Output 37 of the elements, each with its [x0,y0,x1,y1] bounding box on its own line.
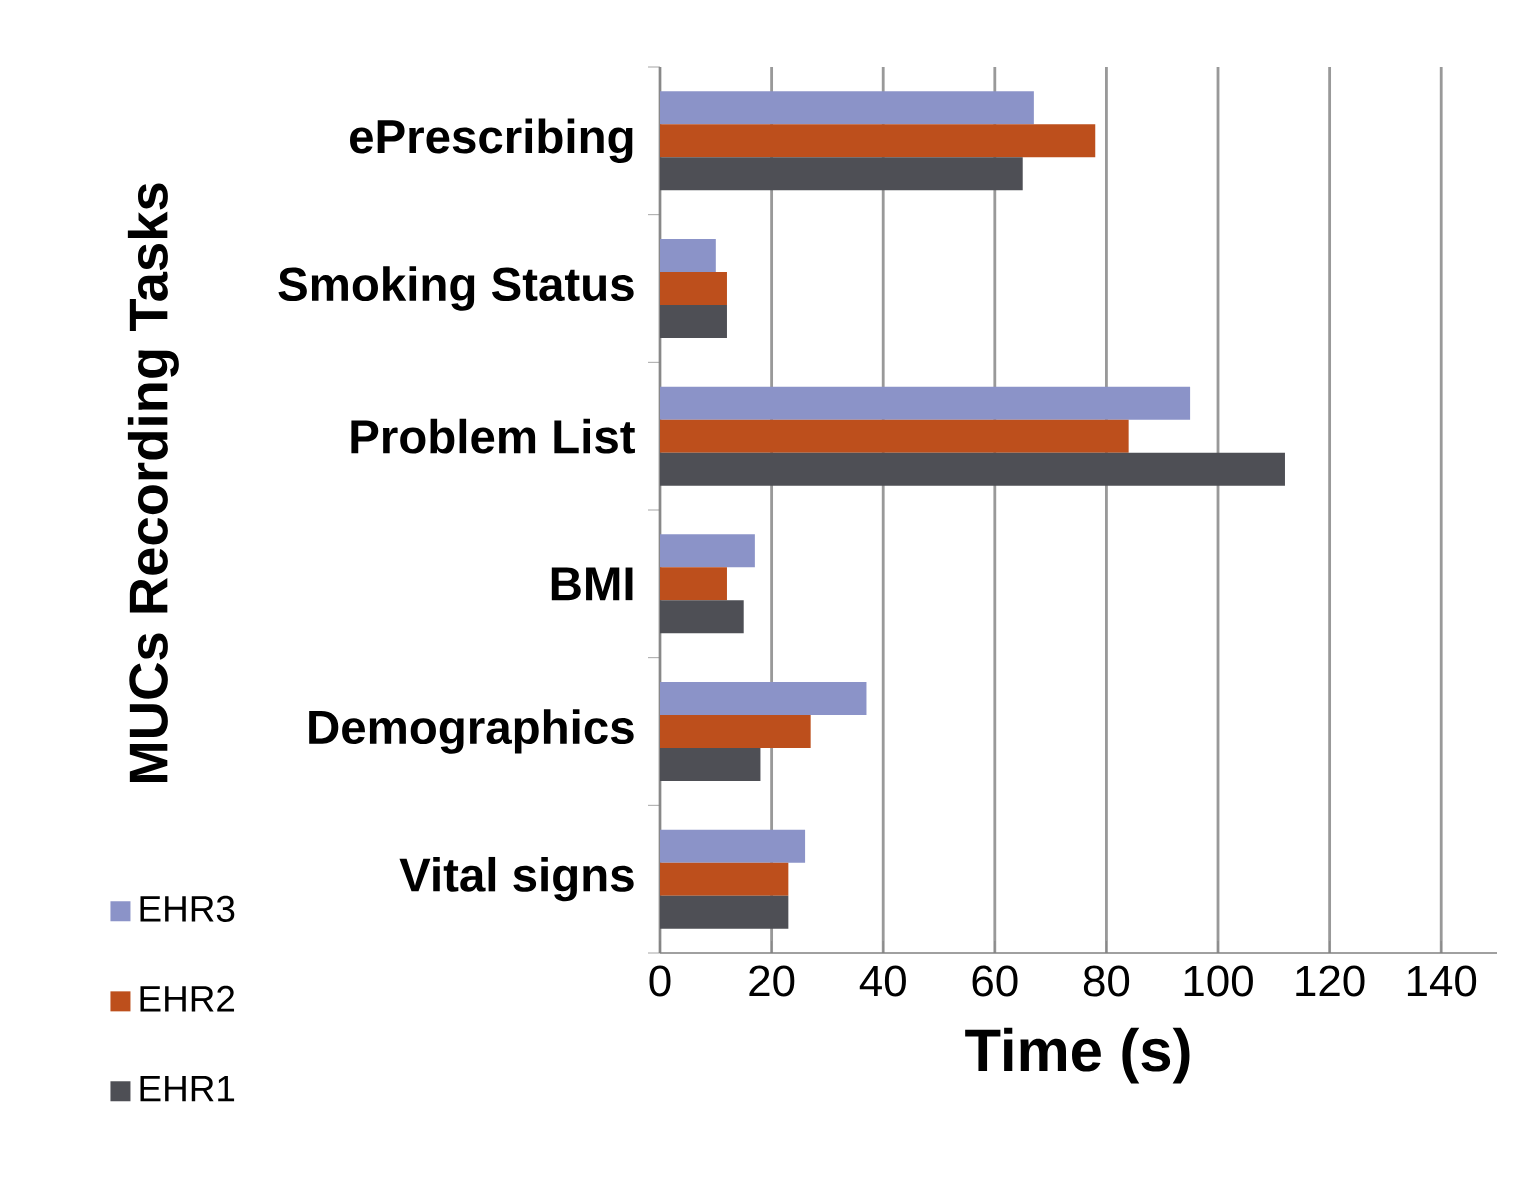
legend-label: EHR2 [140,985,235,1012]
bar [660,748,761,782]
bar [660,682,867,716]
y-tick-label: Vital signs [399,856,634,902]
bar [660,534,755,568]
bar [660,715,811,749]
x-tick-label: 0 [649,965,671,997]
x-tick-label: 60 [972,965,1018,997]
x-tick-label: 40 [859,965,906,997]
legend-label: EHR3 [140,895,235,922]
x-axis-title: Time (s) [965,1027,1190,1084]
y-tick-label: BMI [551,567,633,601]
y-tick-label: Smoking Status [278,266,634,311]
bar [660,862,789,896]
x-tick-label: 20 [749,965,795,997]
bar [660,157,1023,191]
bar [660,829,806,863]
bar [660,272,727,305]
bar [660,91,1034,125]
x-tick-label: 120 [1296,965,1365,997]
x-tick-label: 100 [1184,965,1253,997]
bar [660,452,1285,486]
bar [660,567,727,601]
bar [660,895,789,929]
bar [660,419,1129,453]
bar [660,239,716,273]
x-tick-label: 140 [1407,965,1477,997]
y-tick-label: Problem List [351,418,635,454]
legend-label: EHR1 [140,1075,235,1102]
bar [660,305,727,339]
bar [660,600,744,634]
y-axis-title: MUCs Recording Tasks [127,183,179,783]
bar [660,386,1191,420]
y-tick-label: Demographics [309,709,634,754]
y-tick-label: ePrescribing [350,118,633,164]
bar [660,124,1096,158]
x-tick-label: 80 [1083,965,1130,997]
